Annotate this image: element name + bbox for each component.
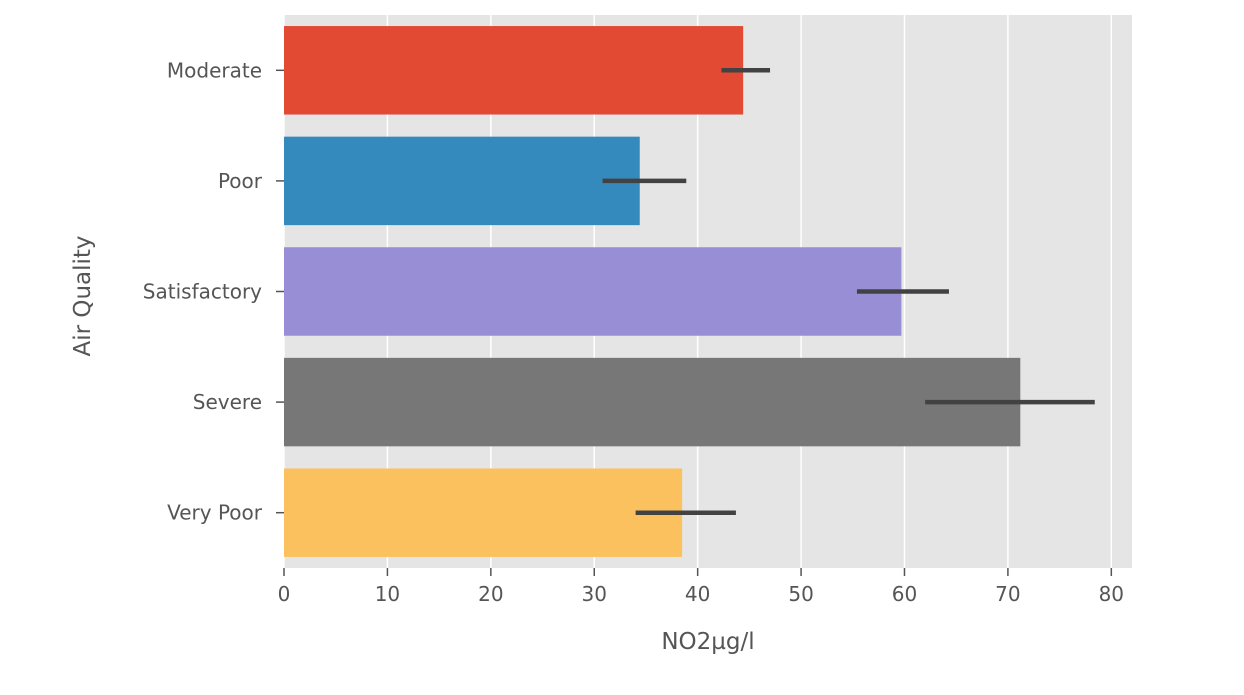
y-tick-label: Moderate	[167, 58, 262, 82]
bar	[284, 468, 683, 557]
x-tick-label: 70	[995, 582, 1020, 606]
bar	[284, 26, 744, 115]
x-axis-label: NO2µg/l	[661, 629, 754, 655]
x-tick-label: 10	[375, 582, 400, 606]
bar	[284, 136, 640, 226]
bar	[284, 247, 902, 336]
x-tick-label: 30	[582, 582, 607, 606]
x-tick-label: 0	[278, 582, 291, 606]
y-tick-label: Very Poor	[167, 501, 263, 525]
x-tick-label: 80	[1099, 582, 1124, 606]
y-tick-label: Poor	[218, 169, 263, 193]
bars	[284, 26, 1021, 557]
x-tick-label: 40	[685, 582, 710, 606]
error-bars	[602, 68, 1095, 515]
y-tick-label: Satisfactory	[143, 280, 262, 304]
bar	[284, 357, 1021, 447]
x-tick-label: 20	[478, 582, 503, 606]
y-tick-label: Severe	[193, 390, 262, 414]
x-tick-label: 60	[892, 582, 917, 606]
x-axis-ticks: 0 10 20 30 40 50 60 70 80	[278, 568, 1124, 606]
y-axis-label: Air Quality	[70, 235, 96, 356]
x-tick-label: 50	[788, 582, 813, 606]
y-axis-ticks: Moderate Poor Satisfactory Severe Very Poor	[143, 58, 284, 525]
